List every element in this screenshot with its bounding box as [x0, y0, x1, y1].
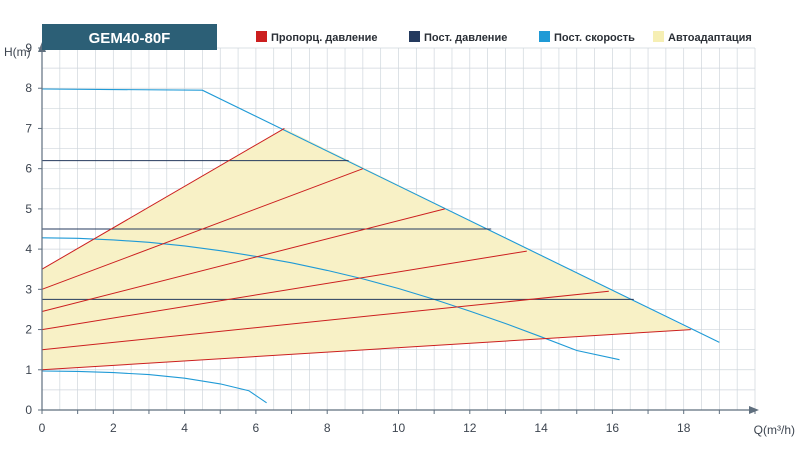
y-tick-label: 7	[25, 121, 32, 135]
title-box: GEM40-80F	[42, 24, 217, 50]
y-tick-label: 9	[25, 41, 32, 55]
legend-item: Пост. скорость	[539, 31, 635, 44]
legend-label: Пропорц. давление	[271, 32, 378, 44]
legend-item: Автоадаптация	[653, 31, 752, 44]
legend-item: Пост. давление	[409, 31, 507, 44]
series-line	[41, 290, 609, 351]
x-tick-label: 16	[606, 421, 620, 435]
series-line	[41, 329, 691, 371]
series-line	[41, 370, 267, 404]
x-axis-label: Q(m³/h)	[754, 423, 795, 437]
series-line	[41, 88, 720, 343]
x-tick-label: 0	[39, 421, 46, 435]
y-tick-label: 6	[25, 162, 32, 176]
legend-item: Пропорц. давление	[256, 31, 378, 44]
x-axis-arrow	[749, 406, 759, 414]
autoadaptation-area	[42, 128, 691, 370]
legend-swatch	[539, 31, 550, 42]
x-tick-label: 18	[677, 421, 691, 435]
legend-label: Пост. давление	[424, 32, 507, 44]
x-tick-label: 14	[534, 421, 548, 435]
series-line	[41, 237, 620, 361]
chart-title: GEM40-80F	[89, 30, 171, 47]
x-tick-label: 10	[392, 421, 406, 435]
series-line	[41, 208, 445, 312]
y-tick-label: 4	[25, 242, 32, 256]
legend-swatch	[653, 31, 664, 42]
y-tick-label: 0	[25, 403, 32, 417]
legend-swatch	[256, 31, 267, 42]
series-line	[41, 250, 527, 331]
x-tick-label: 8	[324, 421, 331, 435]
legend-label: Автоадаптация	[668, 32, 752, 44]
legend-swatch	[409, 31, 420, 42]
y-tick-label: 1	[25, 363, 32, 377]
x-tick-label: 6	[253, 421, 260, 435]
series-line	[41, 127, 285, 270]
title-background	[42, 24, 217, 50]
series-line	[41, 168, 364, 290]
series-group	[41, 88, 720, 404]
y-tick-label: 3	[25, 282, 32, 296]
y-tick-label: 5	[25, 202, 32, 216]
x-tick-label: 4	[181, 421, 188, 435]
legend: Пропорц. давление Пост. давление Пост. ско…	[256, 31, 752, 44]
legend-label: Пост. скорость	[554, 32, 635, 44]
y-axis-label: H(m)	[4, 45, 31, 59]
y-tick-label: 2	[25, 323, 32, 337]
y-tick-label: 8	[25, 81, 32, 95]
x-tick-label: 2	[110, 421, 117, 435]
x-tick-label: 12	[463, 421, 477, 435]
